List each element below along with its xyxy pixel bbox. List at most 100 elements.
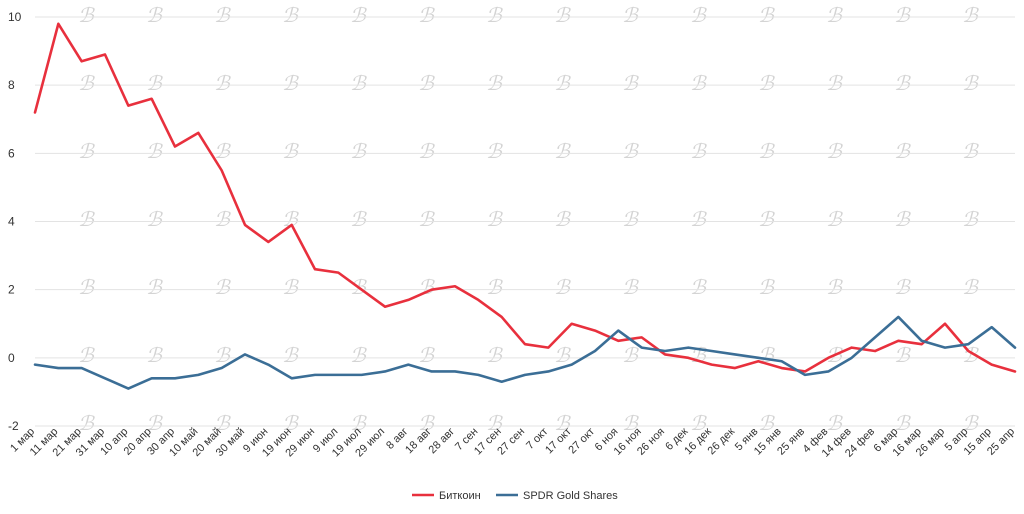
series-layer xyxy=(33,22,1017,390)
watermark-icon: ℬ xyxy=(894,411,911,435)
watermark-icon: ℬ xyxy=(214,343,231,367)
watermark-icon: ℬ xyxy=(962,275,979,299)
watermark-icon: ℬ xyxy=(350,3,367,27)
watermark-icon: ℬ xyxy=(826,411,843,435)
watermark-icon: ℬ xyxy=(146,411,163,435)
series-line-bitcoin xyxy=(33,22,1017,373)
watermark-icon: ℬ xyxy=(146,139,163,163)
watermark-icon: ℬ xyxy=(758,411,775,435)
watermark-icon: ℬ xyxy=(418,139,435,163)
watermark-icon: ℬ xyxy=(758,207,775,231)
watermark-icon: ℬ xyxy=(622,343,639,367)
watermark-icon: ℬ xyxy=(758,275,775,299)
watermark-icon: ℬ xyxy=(486,343,503,367)
watermark-icon: ℬ xyxy=(282,411,299,435)
watermark-icon: ℬ xyxy=(554,139,571,163)
watermark-icon: ℬ xyxy=(690,275,707,299)
watermark-icon: ℬ xyxy=(690,3,707,27)
watermark-icon: ℬ xyxy=(146,71,163,95)
watermark-icon: ℬ xyxy=(418,207,435,231)
watermark-icon: ℬ xyxy=(146,3,163,27)
watermark-icon: ℬ xyxy=(690,411,707,435)
watermark-icon: ℬ xyxy=(894,207,911,231)
watermark-icon: ℬ xyxy=(826,71,843,95)
watermark-icon: ℬ xyxy=(486,71,503,95)
watermark-icon: ℬ xyxy=(214,71,231,95)
watermark-icon: ℬ xyxy=(758,71,775,95)
watermark-icon: ℬ xyxy=(146,207,163,231)
watermark-icon: ℬ xyxy=(78,139,95,163)
watermark-icon: ℬ xyxy=(758,3,775,27)
watermark-icon: ℬ xyxy=(894,275,911,299)
watermark-icon: ℬ xyxy=(962,71,979,95)
watermark-icon: ℬ xyxy=(214,411,231,435)
watermark-icon: ℬ xyxy=(554,207,571,231)
watermark-icon: ℬ xyxy=(962,207,979,231)
watermark-icon: ℬ xyxy=(78,71,95,95)
watermark-icon: ℬ xyxy=(486,139,503,163)
watermark-icon: ℬ xyxy=(894,139,911,163)
watermark-icon: ℬ xyxy=(146,275,163,299)
watermark-icon: ℬ xyxy=(350,411,367,435)
watermark-icon: ℬ xyxy=(350,207,367,231)
watermark-icon: ℬ xyxy=(962,411,979,435)
watermark-icon: ℬ xyxy=(350,139,367,163)
watermark-icon: ℬ xyxy=(282,71,299,95)
watermark-icon: ℬ xyxy=(894,3,911,27)
watermark-icon: ℬ xyxy=(78,343,95,367)
watermark-icon: ℬ xyxy=(78,411,95,435)
watermark-icon: ℬ xyxy=(622,3,639,27)
watermark-icon: ℬ xyxy=(214,275,231,299)
watermark-icon: ℬ xyxy=(418,411,435,435)
watermark-icon: ℬ xyxy=(282,343,299,367)
watermark-icon: ℬ xyxy=(214,139,231,163)
watermark-icon: ℬ xyxy=(894,343,911,367)
watermark-icon: ℬ xyxy=(962,139,979,163)
watermark-icon: ℬ xyxy=(826,139,843,163)
y-tick-label: 8 xyxy=(8,78,15,92)
watermark-icon: ℬ xyxy=(622,411,639,435)
watermark-icon: ℬ xyxy=(350,343,367,367)
y-tick-label: -2 xyxy=(8,419,19,433)
x-tick-label: 27 окт xyxy=(566,426,597,457)
y-axis: -2 0 2 4 6 8 10 xyxy=(8,10,22,433)
watermark-icon: ℬ xyxy=(826,207,843,231)
watermark-icon: ℬ xyxy=(214,207,231,231)
watermark-icon: ℬ xyxy=(622,71,639,95)
watermark-icon: ℬ xyxy=(554,411,571,435)
watermark-icon: ℬ xyxy=(78,275,95,299)
watermark-icon: ℬ xyxy=(554,343,571,367)
watermark-icon: ℬ xyxy=(622,275,639,299)
watermark-icon: ℬ xyxy=(282,3,299,27)
watermark-icon: ℬ xyxy=(418,3,435,27)
watermark-icon: ℬ xyxy=(962,3,979,27)
series-line-gold xyxy=(33,315,1017,390)
watermark-icon: ℬ xyxy=(690,139,707,163)
watermark-icon: ℬ xyxy=(690,207,707,231)
watermark-layer: ℬ ℬ ℬ ℬ ℬ ℬ ℬ ℬ ℬ ℬ ℬ ℬ ℬ ℬ ℬ ℬ ℬ ℬ ℬ ℬ ℬ ℬ ℬ ℬ ℬ ℬ ℬ ℬ ℬ ℬ ℬ ℬ ℬ ℬ ℬ ℬ ℬ ℬ ℬ ℬ… xyxy=(78,3,979,435)
y-tick-label: 6 xyxy=(8,146,15,160)
watermark-icon: ℬ xyxy=(486,411,503,435)
watermark-icon: ℬ xyxy=(758,139,775,163)
watermark-icon: ℬ xyxy=(894,71,911,95)
legend-label-bitcoin: Биткоин xyxy=(439,490,481,502)
y-tick-label: 0 xyxy=(8,351,15,365)
watermark-icon: ℬ xyxy=(418,71,435,95)
watermark-icon: ℬ xyxy=(554,71,571,95)
y-tick-label: 4 xyxy=(8,215,15,229)
watermark-icon: ℬ xyxy=(78,207,95,231)
watermark-icon: ℬ xyxy=(622,207,639,231)
watermark-icon: ℬ xyxy=(282,275,299,299)
watermark-icon: ℬ xyxy=(418,343,435,367)
legend-label-gold: SPDR Gold Shares xyxy=(523,490,618,502)
grid-lines xyxy=(35,16,1015,427)
watermark-icon: ℬ xyxy=(350,71,367,95)
watermark-icon: ℬ xyxy=(486,207,503,231)
watermark-icon: ℬ xyxy=(554,275,571,299)
watermark-icon: ℬ xyxy=(554,3,571,27)
watermark-icon: ℬ xyxy=(214,3,231,27)
watermark-icon: ℬ xyxy=(282,139,299,163)
watermark-icon: ℬ xyxy=(146,343,163,367)
watermark-icon: ℬ xyxy=(690,71,707,95)
